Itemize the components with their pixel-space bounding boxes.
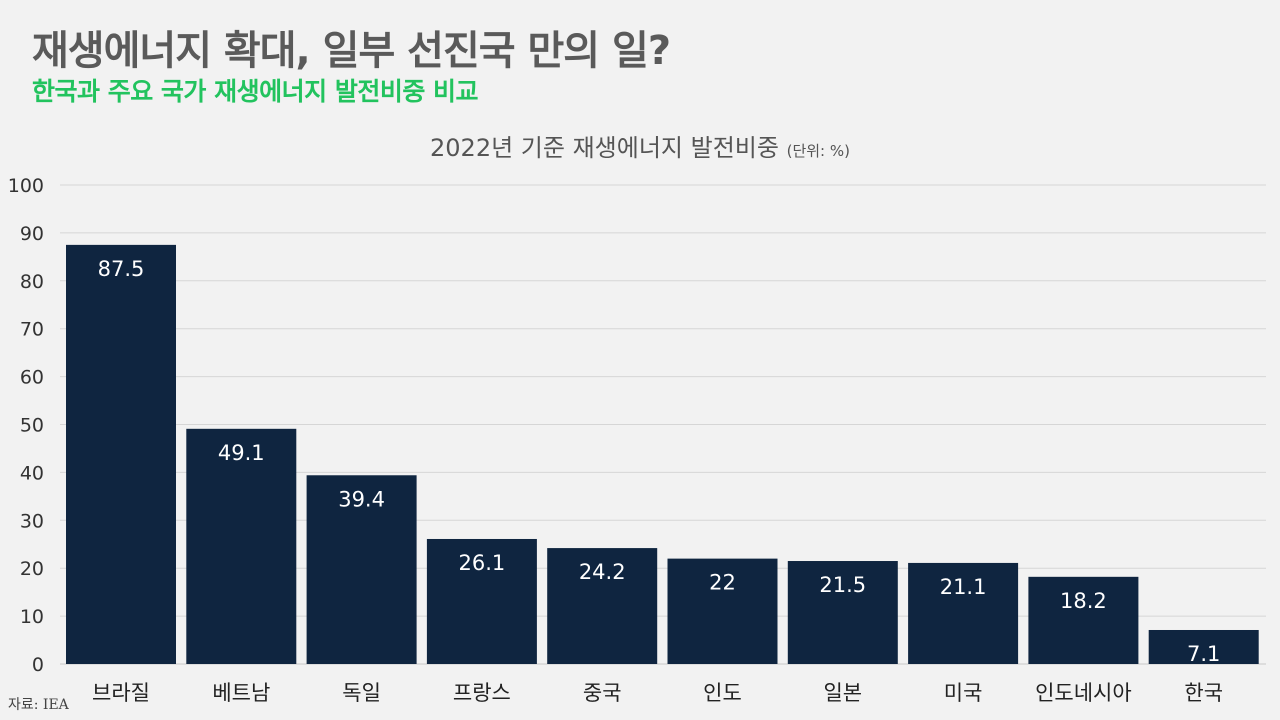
bar-5 (667, 558, 778, 664)
bar-value-label: 18.2 (1060, 589, 1107, 613)
x-tick-label: 베트남 (212, 681, 270, 705)
x-tick-label: 미국 (944, 681, 983, 705)
page-title: 재생에너지 확대, 일부 선진국 만의 일? (32, 28, 671, 74)
y-tick-label: 30 (20, 510, 44, 532)
page-subtitle: 한국과 주요 국가 재생에너지 발전비중 비교 (32, 77, 479, 106)
bar-value-label: 49.1 (218, 441, 265, 465)
bar-value-label: 26.1 (459, 551, 506, 575)
bar-3 (426, 538, 537, 664)
y-tick-label: 50 (20, 415, 44, 437)
x-tick-label: 중국 (583, 681, 622, 705)
value-labels: 87.5 49.1 39.4 26.1 24.2 22 21.5 21.1 18.2 7.1 (98, 257, 1221, 666)
bar-value-label: 21.1 (940, 575, 987, 599)
chart-title: 2022년 기준 재생에너지 발전비중 (430, 134, 779, 162)
bar-7 (908, 562, 1019, 664)
chart-unit-label: (단위: %) (786, 142, 850, 160)
y-axis-ticks: 0 10 20 30 40 50 60 70 80 90 100 (8, 175, 44, 676)
y-tick-label: 0 (32, 654, 44, 676)
bar-4 (547, 548, 658, 664)
bar-value-label: 22 (709, 571, 736, 595)
y-tick-label: 90 (20, 223, 44, 245)
y-tick-label: 20 (20, 558, 44, 580)
bar-value-label: 39.4 (338, 487, 385, 511)
bar-2 (306, 475, 417, 664)
y-tick-label: 100 (8, 175, 44, 197)
chart-title-row: 2022년 기준 재생에너지 발전비중 (단위: %) (0, 128, 1280, 163)
x-tick-label: 일본 (823, 681, 862, 705)
x-tick-label: 인도네시아 (1035, 681, 1132, 705)
bar-value-label: 24.2 (579, 560, 626, 584)
x-tick-label: 독일 (342, 681, 381, 705)
bar-8 (1028, 576, 1139, 664)
bar-value-label: 87.5 (98, 257, 145, 281)
y-tick-label: 60 (20, 367, 44, 389)
x-tick-label: 브라질 (92, 681, 150, 705)
bar-1 (186, 428, 297, 664)
y-tick-label: 40 (20, 462, 44, 484)
bars (66, 244, 1259, 664)
x-tick-label: 프랑스 (453, 681, 511, 705)
bar-value-label: 7.1 (1187, 642, 1220, 666)
bar-value-label: 21.5 (819, 573, 866, 597)
bar-0 (66, 244, 176, 664)
y-tick-label: 80 (20, 271, 44, 293)
bar-9 (1148, 629, 1259, 664)
x-axis-ticks: 브라질 베트남 독일 프랑스 중국 인도 일본 미국 인도네시아 한국 (92, 681, 1223, 705)
x-tick-label: 인도 (703, 681, 742, 705)
y-tick-label: 70 (20, 319, 44, 341)
x-tick-label: 한국 (1184, 681, 1223, 705)
source-note: 자료: IEA (8, 697, 69, 713)
y-tick-label: 10 (20, 606, 44, 628)
bar-6 (787, 561, 898, 664)
